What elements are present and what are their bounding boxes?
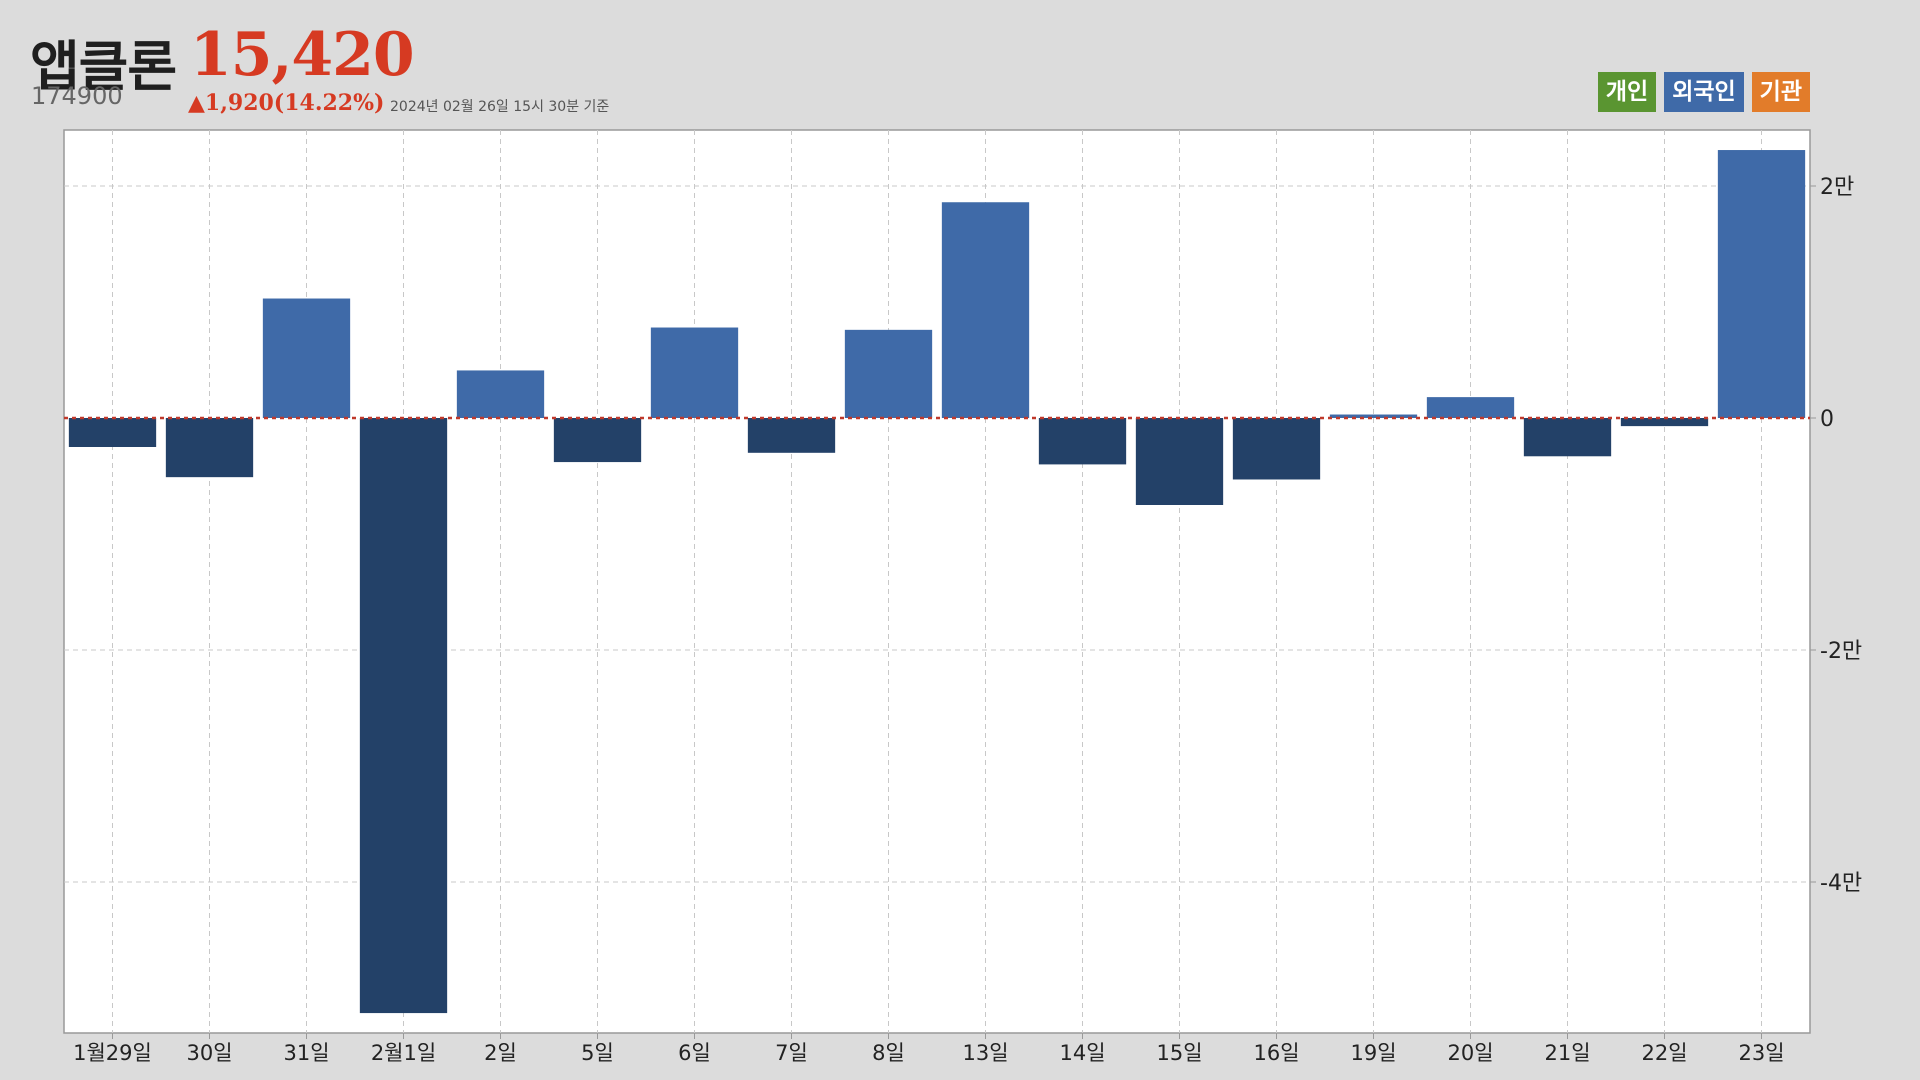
bar	[1717, 150, 1806, 419]
x-tick-label: 15일	[1156, 1041, 1202, 1065]
bar	[844, 329, 933, 418]
bar	[456, 370, 545, 418]
bar	[262, 298, 351, 418]
price-change: ▲1,920(14.22%)	[188, 90, 385, 116]
plot-area	[63, 129, 1811, 1034]
legend-individual-button[interactable]: 개인	[1597, 72, 1657, 112]
legend-institution-button[interactable]: 기관	[1751, 72, 1810, 112]
y-tick-label: -4만	[1820, 871, 1862, 896]
bar	[1523, 418, 1612, 457]
x-tick-label: 31일	[283, 1041, 329, 1065]
x-tick-label: 7일	[775, 1041, 808, 1065]
legend-foreign-button[interactable]: 외국인	[1664, 72, 1744, 112]
x-tick-label: 1월29일	[73, 1041, 152, 1065]
y-tick-label: 2만	[1820, 175, 1854, 200]
bar	[68, 418, 157, 447]
x-tick-label: 8일	[872, 1041, 905, 1065]
bar	[1620, 418, 1709, 427]
x-tick-label: 30일	[186, 1041, 232, 1065]
y-tick-label: -2만	[1820, 639, 1862, 664]
x-tick-label: 20일	[1447, 1041, 1493, 1065]
stock-name: 앱클론	[30, 35, 177, 98]
bar	[650, 327, 739, 418]
bar	[1135, 418, 1224, 505]
x-tick-label: 23일	[1738, 1041, 1784, 1065]
bar	[747, 418, 836, 453]
bar	[165, 418, 254, 478]
y-tick-label: 0	[1820, 407, 1834, 432]
x-tick-label: 13일	[962, 1041, 1008, 1065]
bar	[1426, 397, 1515, 418]
x-tick-label: 21일	[1544, 1041, 1590, 1065]
x-tick-label: 5일	[581, 1041, 614, 1065]
as-of-timestamp: 2024년 02월 26일 15시 30분 기준	[390, 99, 610, 115]
bar	[553, 418, 642, 463]
bar	[1232, 418, 1321, 480]
bar	[1329, 414, 1418, 418]
bar	[1038, 418, 1127, 465]
x-tick-label: 22일	[1641, 1041, 1687, 1065]
x-tick-label: 14일	[1059, 1041, 1105, 1065]
x-tick-label: 2월1일	[371, 1041, 436, 1065]
stock-code: 174900	[31, 82, 123, 110]
x-tick-label: 6일	[678, 1041, 711, 1065]
investor-legend: 개인 외국인 기관	[1597, 72, 1810, 112]
bar	[359, 418, 448, 1014]
x-tick-label: 19일	[1350, 1041, 1396, 1065]
x-tick-label: 16일	[1253, 1041, 1299, 1065]
x-tick-label: 2일	[484, 1041, 517, 1065]
bar	[941, 202, 1030, 418]
stock-price: 15,420	[190, 20, 415, 90]
